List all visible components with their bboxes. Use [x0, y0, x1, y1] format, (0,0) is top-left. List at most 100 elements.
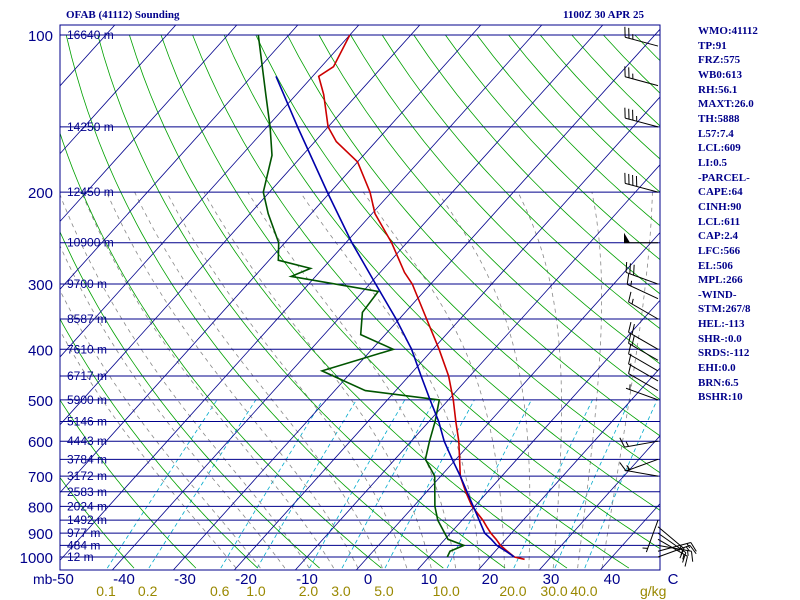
height-label: 16640 m — [67, 28, 114, 42]
dry-adiabat-line — [129, 34, 568, 569]
isotherm-line — [234, 96, 660, 570]
moist-adiabat-line — [517, 191, 562, 569]
moist-adiabat-line — [362, 191, 505, 569]
wind-barb-pennant — [624, 232, 630, 243]
height-label: 8587 m — [67, 312, 107, 326]
height-label: 484 m — [67, 538, 100, 552]
wind-barb-staff — [625, 458, 659, 472]
plot-frame — [59, 24, 661, 571]
isotherm-line — [478, 367, 660, 570]
moist-adiabat-line — [166, 191, 408, 569]
height-label: 3172 m — [67, 469, 107, 483]
isotherm-line — [60, 25, 543, 561]
wind-barb — [624, 26, 659, 47]
wind-barb — [624, 66, 659, 87]
stat-line: HEL:-113 — [698, 318, 745, 331]
stat-line: WB0:613 — [698, 68, 742, 81]
pressure-unit-label: mb — [33, 571, 53, 587]
isotherm-line — [539, 435, 660, 570]
temperature-tick-label: 10 — [421, 571, 438, 588]
wind-barb — [642, 519, 659, 553]
mixing-ratio-line — [554, 399, 631, 569]
stat-line: WMO:41112 — [698, 25, 758, 37]
pressure-tick-label: 100 — [28, 28, 53, 45]
stat-line: -WIND- — [698, 288, 737, 301]
sounding-indices-panel: WMO:41112 TP:91 FRZ:575 WB0:613 RH:56.1 MAXT:… — [698, 24, 758, 405]
wind-barb-staff — [628, 363, 659, 382]
mixing-ratio-label: 0.1 — [96, 583, 116, 599]
wind-barb-staff — [625, 271, 659, 285]
stat-line: L57:7.4 — [698, 127, 734, 140]
wind-barb-flag — [633, 264, 635, 276]
wind-barb-half-flag — [678, 545, 682, 552]
temperature-tick-label: -50 — [52, 571, 74, 588]
moist-adiabat-line — [601, 192, 653, 569]
dry-adiabat-line — [445, 34, 660, 261]
height-label: 5900 m — [67, 393, 107, 407]
dry-adiabat-line — [223, 34, 660, 511]
wind-barb-flag — [631, 335, 635, 346]
temperature-tick-label: 0 — [364, 571, 372, 588]
stat-line: SHR-:0.0 — [698, 332, 742, 345]
stat-line: STM:267/8 — [698, 303, 751, 316]
wind-barb-flag — [682, 552, 687, 563]
wind-barb-half-flag — [686, 543, 691, 549]
stat-line: LI:0.5 — [698, 156, 728, 169]
wind-barb-flag — [684, 556, 688, 567]
wind-barb-flag — [690, 551, 694, 562]
wind-barb-flag — [689, 545, 697, 555]
wind-barb-staff — [625, 36, 659, 47]
wind-barb-half-flag — [685, 546, 690, 552]
wind-barb-staff — [657, 544, 692, 552]
wind-barb — [628, 343, 659, 372]
height-label: 2024 m — [67, 499, 107, 513]
height-label: 9700 m — [67, 277, 107, 291]
wind-barb-flag — [631, 324, 635, 335]
wind-barb-staff — [657, 544, 691, 558]
dry-adiabat-line — [60, 476, 135, 569]
moist-adiabat-line — [60, 193, 310, 569]
observation-time: 1100Z 30 APR 25 — [563, 9, 644, 21]
wind-barb-staff — [628, 342, 659, 361]
mixing-ratio-line — [513, 399, 593, 569]
pressure-tick-label: 200 — [28, 185, 53, 202]
pressure-tick-label: 600 — [28, 434, 53, 451]
wind-barb-half-flag — [682, 554, 685, 560]
dry-adiabat-line — [571, 34, 660, 127]
wind-barb-flag — [619, 462, 627, 472]
wind-barb-staff — [645, 519, 659, 553]
mixing-ratio-line — [256, 399, 357, 569]
wind-barb-flag — [690, 542, 697, 552]
dry-adiabat-line — [381, 34, 660, 330]
temperature-tick-label: C — [668, 571, 679, 588]
moist-adiabat-line — [106, 191, 359, 569]
stat-line: TP:91 — [698, 39, 727, 52]
mixing-ratio-label: 0.2 — [138, 583, 158, 599]
wind-barb-flag — [628, 333, 632, 344]
moist-adiabat-line — [134, 191, 383, 569]
sounding-traces — [257, 34, 525, 561]
wind-barb — [624, 465, 659, 477]
dry-adiabat-line — [539, 34, 660, 160]
wind-barb-staff — [628, 353, 659, 372]
moist-adiabat-line — [247, 191, 456, 569]
dry-adiabat-line — [160, 34, 630, 569]
pressure-tick-label: 300 — [28, 277, 53, 294]
wind-barb-staff — [628, 331, 659, 350]
height-label: 14250 m — [67, 120, 114, 134]
mixing-ratio-label: 0.6 — [210, 583, 230, 599]
wind-barb-flag — [625, 261, 628, 273]
stat-line: RH:56.1 — [698, 83, 738, 96]
mixing-ratio-line — [220, 399, 324, 569]
isotherm-line — [112, 25, 604, 570]
stat-line: SRDS:-112 — [698, 347, 750, 360]
moist-adiabat-line — [60, 244, 286, 569]
stat-line: TH:5888 — [698, 112, 740, 125]
temperature-tick-label: -30 — [174, 571, 196, 588]
temperature-tick-label: -10 — [296, 571, 318, 588]
temperature-tick-label: -20 — [235, 571, 257, 588]
moist-adiabats — [60, 191, 653, 569]
isobars — [60, 34, 660, 558]
stat-line: CINH:90 — [698, 200, 742, 213]
dry-adiabat-line — [60, 399, 197, 569]
